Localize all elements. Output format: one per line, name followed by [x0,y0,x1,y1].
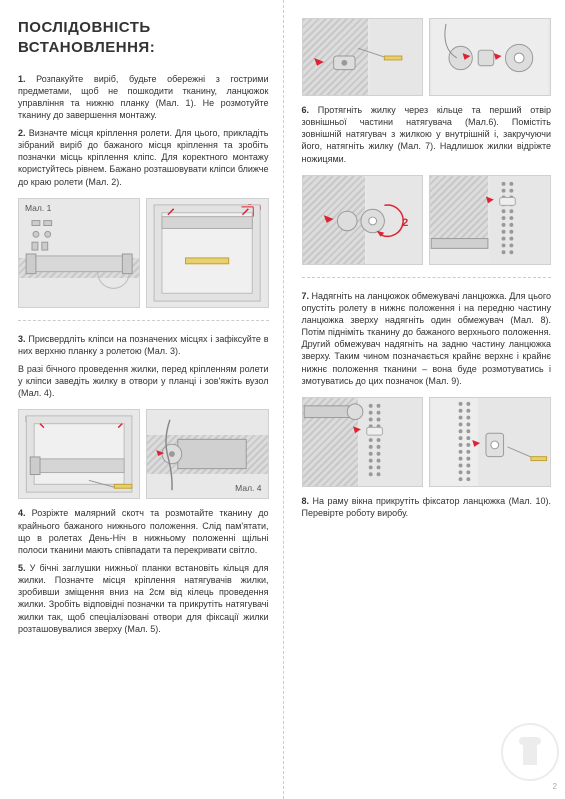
step6: 6. Протягніть жилку через кільце та перш… [302,104,552,165]
figure-9: Мал. 9 [302,397,424,487]
figure-4: Мал. 4 [146,409,268,499]
step5: 5. У бічні заглушки нижньої планки встан… [18,562,269,635]
figure-7: Мал. 7 2 [302,175,424,265]
figure-2: Мал. 2 ~5см [146,198,268,308]
step2: 2. Визначте місця кріплення ролети. Для … [18,127,269,188]
figure-8: Мал. 8 [429,175,551,265]
figure-6: Мал. 6 [429,18,551,96]
divider-right [302,277,552,278]
figure-1: Мал. 1 [18,198,140,308]
step8: 8. На раму вікна прикрутіть фіксатор лан… [302,495,552,519]
figure-10: Мал. 10 [429,397,551,487]
step3-extra: В разі бічного проведення жилки, перед к… [18,363,269,399]
step4: 4. Розріжте малярний скотч та розмотайте… [18,507,269,556]
page-number: 2 [553,782,557,793]
fig4-label: Мал. 4 [235,483,261,494]
divider [18,320,269,321]
step3: 3. Присвердліть кліпси на позначених міс… [18,333,269,357]
step7: 7. Надягніть на ланцюжок обмежувачі ланц… [302,290,552,387]
step1: 1. Розпакуйте виріб, будьте обережні з г… [18,73,269,122]
page-title: ПОСЛІДОВНІСТЬ ВСТАНОВЛЕННЯ: [18,18,269,59]
arrow-2-label: 2 [402,216,408,231]
figure-5: Мал. 5 [302,18,424,96]
figure-3: Мал. 3 [18,409,140,499]
watermark-icon [501,723,559,781]
